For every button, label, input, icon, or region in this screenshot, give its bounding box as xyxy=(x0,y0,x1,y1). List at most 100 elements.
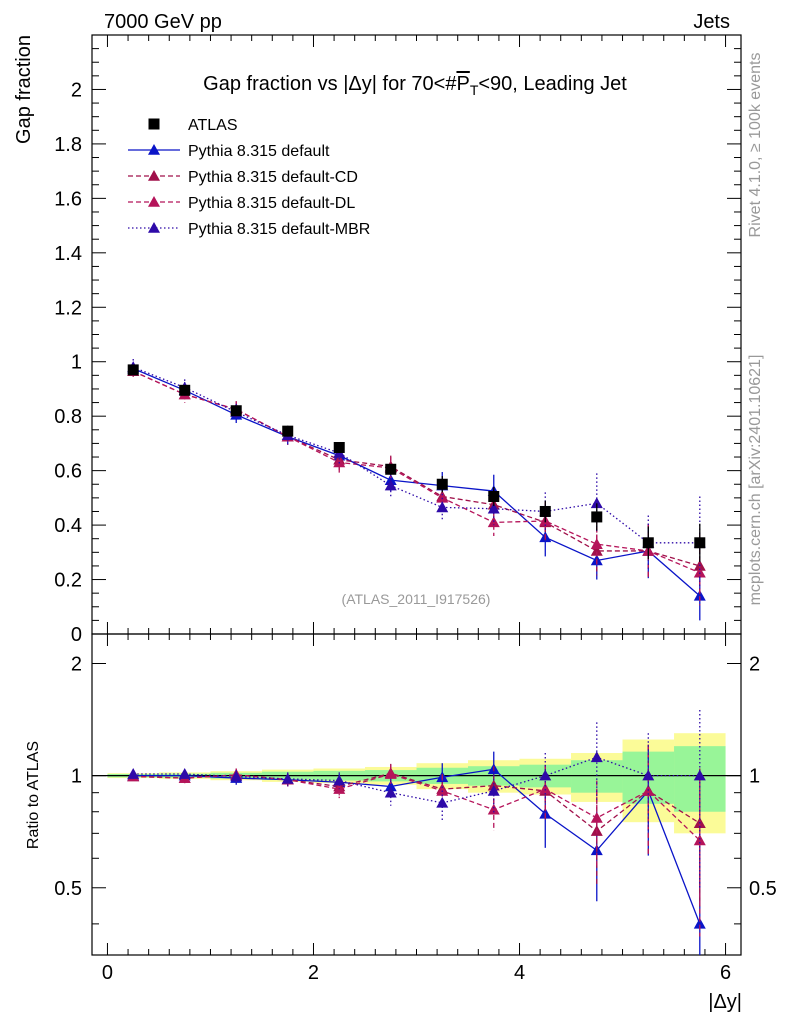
y-tick-label-left: 0.5 xyxy=(54,878,82,900)
main-title-part4: <90, Leading Jet xyxy=(478,73,627,95)
y-tick-label-left: 2 xyxy=(71,653,82,675)
series-line xyxy=(132,366,700,544)
main-title-part3: T xyxy=(470,82,479,98)
ratio-panel: 0 2 4 6 0.5 0.5 1 1 2 2 xyxy=(54,633,777,984)
data-point xyxy=(590,497,603,509)
legend-marker-dl xyxy=(148,196,160,207)
x-tick-label: 4 xyxy=(514,962,525,984)
x-tick-label: 2 xyxy=(308,962,319,984)
legend-marker-default xyxy=(148,144,160,155)
data-point xyxy=(436,478,448,490)
y-tick-label: 0.8 xyxy=(54,406,82,428)
series-mbr xyxy=(127,359,706,590)
series-line xyxy=(132,370,701,574)
y-tick-label: 1 xyxy=(71,352,82,374)
legend-label-cd: Pythia 8.315 default-CD xyxy=(188,169,358,186)
data-point xyxy=(693,917,706,929)
y-tick-label: 0 xyxy=(71,624,82,646)
y-tick-label-right: 0.5 xyxy=(749,878,777,900)
data-point xyxy=(590,811,603,823)
series-line xyxy=(132,370,700,567)
legend-label-dl: Pythia 8.315 default-DL xyxy=(188,195,355,212)
data-point xyxy=(488,491,500,503)
data-point xyxy=(590,544,603,556)
series-default xyxy=(127,362,706,621)
legend-label-default: Pythia 8.315 default xyxy=(188,143,330,160)
data-point xyxy=(487,502,500,514)
data-point xyxy=(693,769,706,781)
legend-label-mbr: Pythia 8.315 default-MBR xyxy=(188,221,370,238)
data-point xyxy=(333,456,346,468)
data-point xyxy=(539,783,552,794)
side-label-bottom: mcplots.cern.ch [arXiv:2401.10621] xyxy=(747,355,764,606)
data-point xyxy=(693,589,706,601)
reference-label: (ATLAS_2011_I917526) xyxy=(342,591,491,607)
ratio-ylabel: Ratio to ATLAS xyxy=(25,741,42,849)
legend-label-atlas: ATLAS xyxy=(188,117,238,134)
y-tick-label: 1.6 xyxy=(54,188,82,210)
main-title-part2: P xyxy=(456,73,469,95)
data-point xyxy=(590,538,603,549)
data-point xyxy=(590,751,603,763)
y-tick-label: 2 xyxy=(71,79,82,101)
data-point xyxy=(539,769,552,781)
y-tick-label: 0.2 xyxy=(54,570,82,592)
main-title-part1: Gap fraction vs |Δy| for 70<# xyxy=(203,73,457,95)
data-point xyxy=(384,768,397,779)
data-point xyxy=(539,505,551,517)
data-point xyxy=(642,537,654,549)
data-point xyxy=(694,537,706,549)
main-title: Gap fraction vs |Δy| for 70<#PT<90, Lead… xyxy=(203,73,627,98)
y-tick-label-right: 2 xyxy=(749,653,760,675)
data-point xyxy=(436,491,449,503)
side-label-top: Rivet 4.1.0, ≥ 100k events xyxy=(747,53,764,238)
legend-marker-mbr xyxy=(148,222,160,233)
data-point xyxy=(436,796,449,808)
series-cd xyxy=(127,365,706,599)
main-panel: 0 0.2 0.4 0.6 0.8 1 1.2 1.4 1.6 1.8 2 xyxy=(54,34,742,646)
data-point xyxy=(436,501,449,513)
data-point xyxy=(385,463,397,475)
legend-marker-atlas xyxy=(148,118,160,130)
data-point xyxy=(642,769,655,781)
data-point xyxy=(281,772,294,784)
legend: ATLAS Pythia 8.315 default Pythia 8.315 de… xyxy=(128,117,370,238)
data-point xyxy=(333,774,346,786)
y-tick-label: 1.8 xyxy=(54,134,82,156)
series-line xyxy=(133,773,701,841)
y-tick-label-right: 1 xyxy=(749,766,760,788)
y-tick-label: 0.6 xyxy=(54,461,82,483)
header-right: Jets xyxy=(693,11,730,33)
x-tick-label: 6 xyxy=(720,962,731,984)
series-line xyxy=(133,768,701,925)
data-point xyxy=(333,441,345,453)
y-tick-label: 1.4 xyxy=(54,243,82,265)
data-point xyxy=(436,784,449,796)
data-point xyxy=(384,479,397,491)
data-point xyxy=(179,384,191,396)
data-point xyxy=(178,768,191,779)
data-point xyxy=(127,364,139,376)
legend-marker-cd xyxy=(148,170,160,181)
y-tick-label-left: 1 xyxy=(71,766,82,788)
data-point xyxy=(282,425,294,437)
data-point xyxy=(127,768,140,779)
data-point xyxy=(693,566,706,578)
data-point xyxy=(230,770,243,782)
series-line xyxy=(133,756,700,804)
data-point xyxy=(487,784,500,796)
data-point xyxy=(591,511,603,523)
header-left: 7000 GeV pp xyxy=(104,11,222,33)
series-mbr-ratio xyxy=(127,710,706,888)
ratio-xlabel: |Δy| xyxy=(708,991,742,1013)
series-dl xyxy=(127,365,706,606)
main-ylabel: Gap fraction xyxy=(13,35,35,144)
series-atlas xyxy=(127,364,706,562)
data-point xyxy=(487,803,500,815)
y-tick-label: 0.4 xyxy=(54,515,82,537)
y-tick-label: 1.2 xyxy=(54,297,82,319)
data-point xyxy=(230,405,242,417)
data-point xyxy=(693,834,706,846)
data-point xyxy=(384,786,397,798)
